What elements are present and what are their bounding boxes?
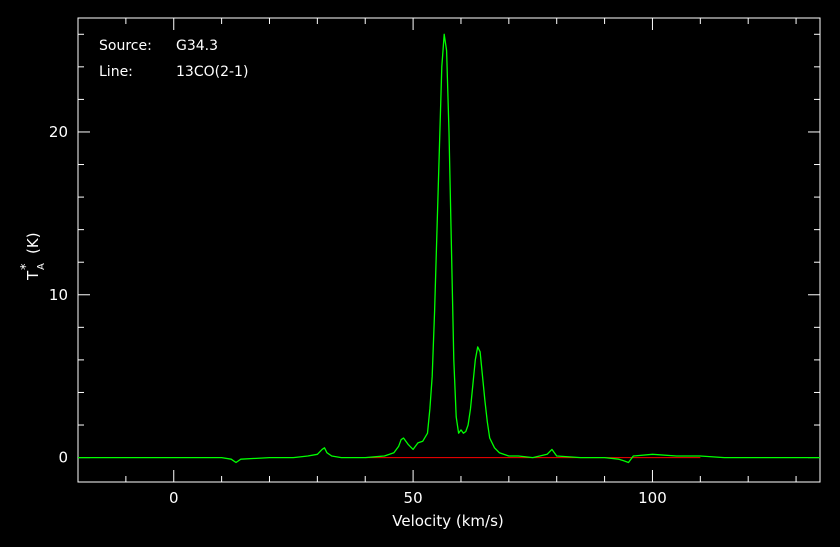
x-tick-label: 0 (169, 489, 179, 507)
spectrum-series-line (78, 33, 820, 464)
x-tick-label: 100 (638, 489, 667, 507)
tick-marks (77, 18, 820, 482)
source-value: G34.3 (176, 38, 218, 54)
line-value: 13CO(2-1) (176, 64, 248, 80)
y-axis-label-sub: A (36, 263, 47, 270)
y-axis-label: T A * (K) (19, 232, 47, 281)
y-tick-label: 0 (58, 449, 68, 467)
x-axis-label: Velocity (km/s) (392, 512, 503, 530)
source-label: Source: (99, 38, 152, 54)
x-tick-label: 50 (404, 489, 423, 507)
y-tick-label: 20 (49, 123, 68, 141)
y-axis-label-sup: * (19, 263, 34, 270)
plot-frame (77, 17, 821, 483)
y-tick-label: 10 (49, 286, 68, 304)
line-label: Line: (99, 64, 133, 80)
y-axis-label-main: T (24, 270, 42, 281)
y-axis-label-unit: (K) (24, 232, 42, 254)
tick-labels: 0 50 100 0 10 20 (49, 123, 667, 507)
axes-frame (77, 17, 821, 483)
